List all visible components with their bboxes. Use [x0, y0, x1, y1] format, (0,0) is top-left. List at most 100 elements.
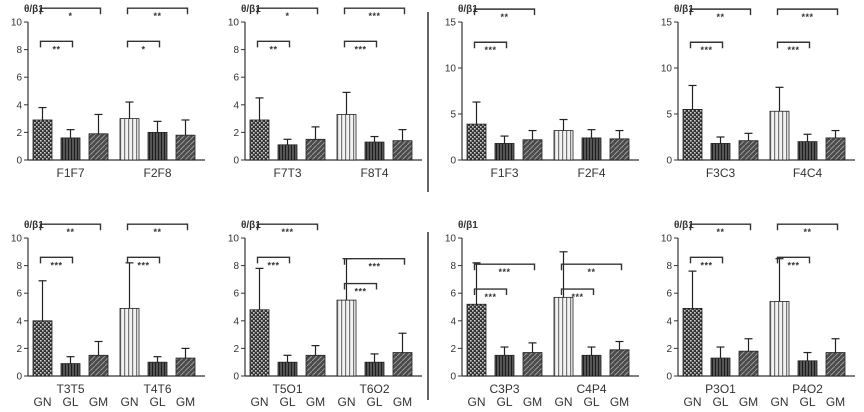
significance-label: ** [66, 227, 74, 237]
category-label: GN [468, 395, 486, 409]
bar-c4p4-gn [553, 296, 574, 377]
y-tick-label: 10 [661, 234, 673, 245]
bar-c3p3-gm [522, 352, 543, 377]
y-tick-label: 6 [666, 289, 672, 300]
significance-label: * [141, 44, 145, 54]
bar-t3t5-gm [88, 354, 109, 377]
y-tick-label: 8 [16, 261, 22, 272]
bar-p3o1-gm [738, 350, 759, 377]
bar-p4o2-gm [825, 352, 846, 377]
y-tick-label: 10 [228, 234, 240, 245]
y-tick-label: 10 [228, 18, 240, 29]
y-axis-label: θ/β1 [674, 4, 694, 15]
significance-label: *** [700, 260, 712, 270]
significance-label: ** [803, 227, 811, 237]
significance-bracket [776, 8, 839, 16]
y-tick-label: 6 [16, 73, 22, 84]
bar-p3o1-gl [710, 357, 731, 377]
category-label: GM [826, 395, 845, 409]
group-label: F3C3 [706, 166, 736, 180]
significance-bracket [689, 223, 752, 231]
significance-bracket [689, 41, 724, 49]
group-label: C4P4 [576, 382, 606, 396]
significance-bracket [256, 7, 319, 15]
y-tick-label: 10 [445, 234, 457, 245]
category-label: GM [739, 395, 758, 409]
category-label: GL [712, 395, 728, 409]
group-label: T4T6 [143, 382, 171, 396]
bar-f4c4-gn [769, 110, 790, 161]
significance-label: *** [354, 287, 366, 297]
significance-label: ** [153, 11, 161, 21]
y-tick-label: 0 [450, 372, 456, 383]
significance-bracket [126, 256, 161, 264]
bar-t6o2-gn [336, 299, 357, 377]
significance-bracket [776, 256, 811, 264]
y-tick-label: 4 [16, 100, 22, 111]
category-label: GN [34, 395, 52, 409]
y-tick-label: 0 [16, 156, 22, 167]
y-axis-label: θ/β1 [458, 220, 478, 231]
significance-label: ** [153, 227, 161, 237]
y-axis-label: θ/β1 [241, 4, 261, 15]
y-tick-label: 0 [666, 156, 672, 167]
bar-f4c4-gm [825, 137, 846, 161]
significance-label: ** [587, 267, 595, 277]
significance-bracket [473, 8, 536, 16]
significance-bracket [256, 223, 319, 231]
bar-t4t6-gl [147, 361, 168, 377]
bar-p4o2-gl [797, 360, 818, 377]
bar-c4p4-gl [581, 354, 602, 377]
bar-f7t3-gn [249, 119, 270, 161]
significance-label: *** [484, 292, 496, 302]
bar-t6o2-gm [392, 352, 413, 377]
y-tick-label: 8 [233, 261, 239, 272]
category-label: GN [251, 395, 269, 409]
panel-6: θ/β1 0 2 4 6 8 10 T5O1 T6O2 *** *** *** *** GN GL GM GN G… [228, 220, 422, 409]
category-label: GM [89, 395, 108, 409]
y-axis-label: θ/β1 [458, 4, 478, 15]
bar-f1f3-gm [522, 139, 543, 161]
y-tick-label: 6 [233, 73, 239, 84]
bar-f7t3-gl [277, 144, 298, 161]
bar-f8t4-gn [336, 114, 357, 161]
y-tick-label: 4 [233, 316, 239, 327]
y-tick-label: 0 [233, 372, 239, 383]
significance-label: *** [787, 260, 799, 270]
category-label: GL [366, 395, 382, 409]
category-label: GN [338, 395, 356, 409]
bar-t5o1-gm [305, 354, 326, 377]
group-label: F8T4 [360, 166, 388, 180]
category-label: GL [62, 395, 78, 409]
bar-c3p3-gl [494, 354, 515, 377]
y-tick-label: 2 [666, 344, 672, 355]
category-label: GL [583, 395, 599, 409]
significance-bracket [560, 263, 623, 271]
y-tick-label: 10 [11, 234, 23, 245]
bar-f1f7-gm [88, 133, 109, 161]
group-label: F2F8 [143, 166, 171, 180]
significance-label: *** [137, 260, 149, 270]
bar-f2f8-gm [175, 134, 196, 161]
group-label: T5O1 [272, 382, 302, 396]
bar-f2f8-gl [147, 131, 168, 161]
significance-label: ** [500, 12, 508, 22]
category-label: GL [496, 395, 512, 409]
bar-f1f3-gl [494, 143, 515, 161]
bar-f2f4-gl [581, 137, 602, 161]
bar-f2f4-gn [553, 130, 574, 161]
significance-label: ** [269, 44, 277, 54]
group-label: F4C4 [793, 166, 823, 180]
y-axis-label: θ/β1 [24, 4, 44, 15]
significance-bracket [343, 258, 406, 265]
y-tick-label: 6 [450, 289, 456, 300]
category-label: GM [306, 395, 325, 409]
y-tick-label: 4 [233, 100, 239, 111]
